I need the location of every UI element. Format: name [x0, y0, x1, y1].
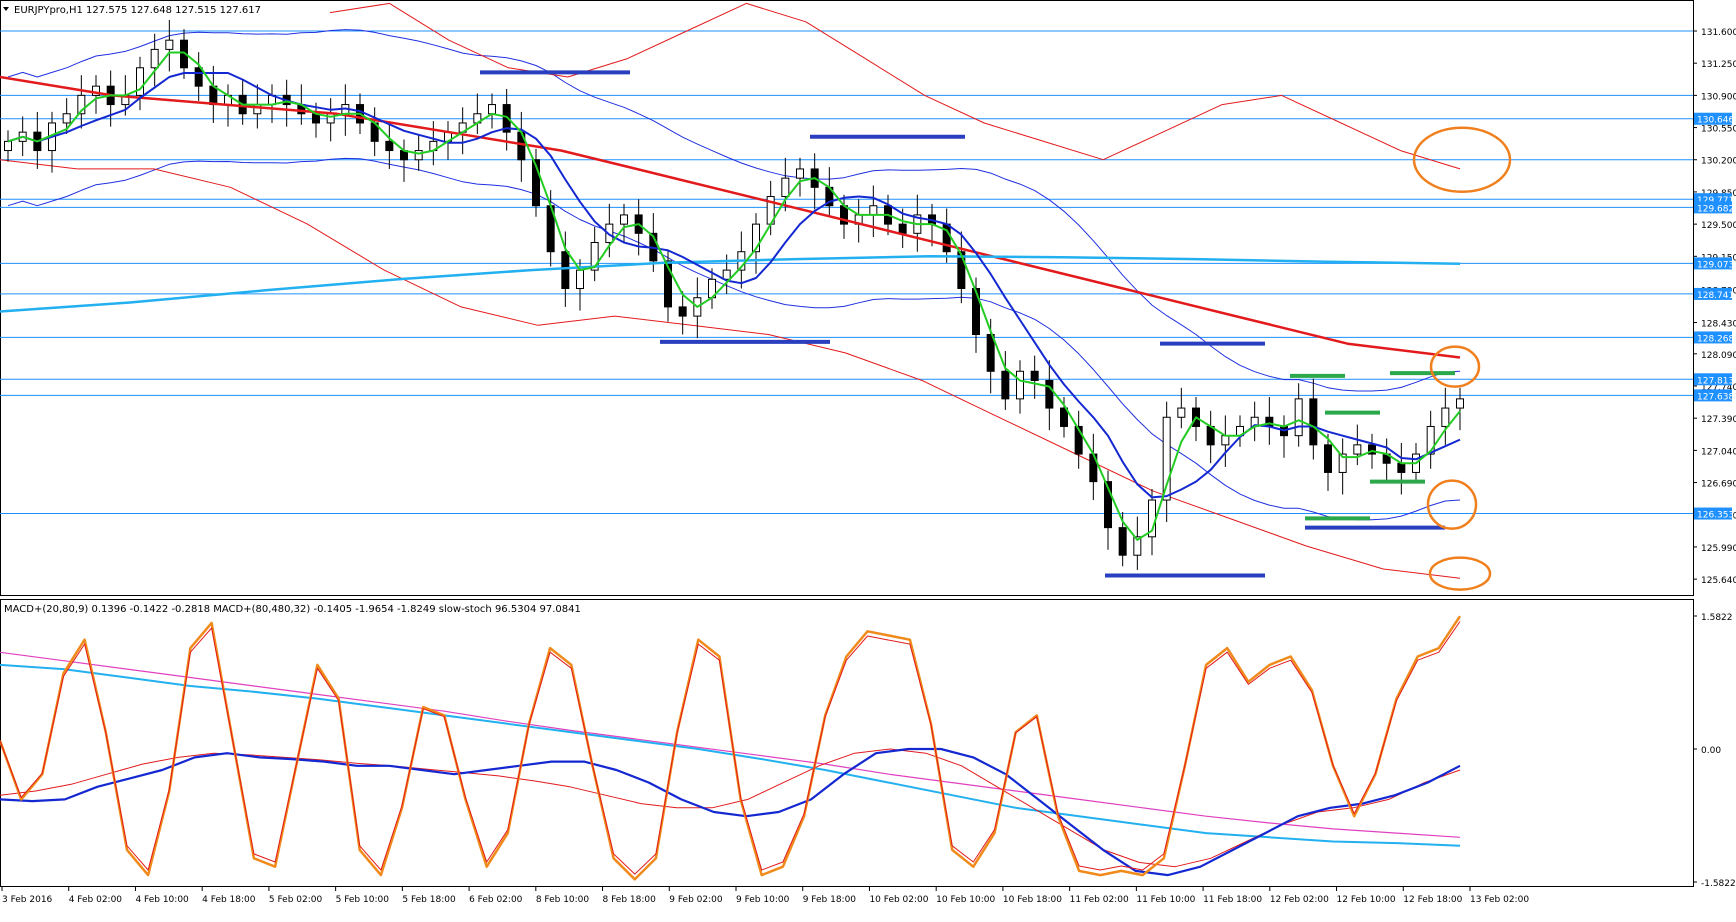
candle-bear	[1310, 399, 1317, 445]
time-tick-label: 5 Feb 18:00	[402, 895, 456, 905]
candle-bull	[415, 151, 422, 160]
indicator-tick-label: 0.00	[1701, 746, 1721, 756]
time-tick-label: 12 Feb 18:00	[1403, 895, 1462, 905]
candle-bull	[870, 206, 877, 215]
price-tick-label: 128.090	[1701, 351, 1736, 361]
candle-bear	[1002, 371, 1009, 399]
level-label: 127.638	[1697, 392, 1734, 402]
candle-bear	[1207, 426, 1214, 444]
time-tick-label: 4 Feb 10:00	[135, 895, 189, 905]
candle-bull	[151, 49, 158, 67]
price-tick-label: 125.640	[1701, 576, 1736, 586]
indicator-tick-label: 1.5822	[1701, 613, 1733, 623]
time-tick-label: 4 Feb 18:00	[202, 895, 256, 905]
candle-bull	[797, 169, 804, 178]
time-tick-label: 10 Feb 18:00	[1003, 895, 1062, 905]
time-tick-label: 12 Feb 10:00	[1337, 895, 1396, 905]
time-tick-label: 10 Feb 10:00	[936, 895, 995, 905]
time-tick-label: 9 Feb 10:00	[736, 895, 790, 905]
candle-bull	[1017, 371, 1024, 399]
price-tick-label: 127.040	[1701, 447, 1736, 457]
time-tick-label: 9 Feb 18:00	[803, 895, 857, 905]
candle-bull	[63, 114, 70, 123]
candle-bull	[5, 141, 12, 150]
candle-bear	[1046, 380, 1053, 408]
time-tick-label: 3 Feb 2016	[2, 895, 53, 905]
candle-bull	[1457, 399, 1464, 408]
candle-bear	[1325, 445, 1332, 473]
candle-bear	[1266, 417, 1273, 426]
candle-bear	[1119, 528, 1126, 556]
price-tick-label: 130.200	[1701, 157, 1736, 167]
candle-bear	[1398, 463, 1405, 472]
price-tick-label: 128.430	[1701, 320, 1736, 330]
candle-bull	[577, 270, 584, 288]
time-tick-label: 5 Feb 10:00	[336, 895, 390, 905]
candle-bear	[386, 141, 393, 150]
time-tick-label: 13 Feb 02:00	[1470, 895, 1529, 905]
price-tick-label: 126.690	[1701, 480, 1736, 490]
level-label: 129.682	[1697, 204, 1734, 214]
indicator-info: MACD+(20,80,9) 0.1396 -0.1422 -0.2818 MA…	[4, 604, 581, 615]
time-tick-label: 11 Feb 02:00	[1070, 895, 1129, 905]
level-label: 129.073	[1697, 260, 1734, 270]
candle-bull	[327, 114, 334, 123]
candle-bear	[899, 224, 906, 233]
time-tick-label: 6 Feb 02:00	[469, 895, 523, 905]
level-label: 127.813	[1697, 376, 1734, 386]
candle-bull	[621, 215, 628, 224]
price-tick-label: 127.390	[1701, 415, 1736, 425]
time-tick-label: 9 Feb 02:00	[669, 895, 723, 905]
time-tick-label: 8 Feb 18:00	[603, 895, 657, 905]
price-tick-label: 131.250	[1701, 60, 1736, 70]
time-tick-label: 5 Feb 02:00	[269, 895, 323, 905]
level-label: 126.353	[1697, 511, 1734, 521]
candle-bull	[1178, 408, 1185, 417]
price-tick-label: 125.990	[1701, 544, 1736, 554]
price-tick-label: 130.550	[1701, 125, 1736, 135]
time-tick-label: 11 Feb 18:00	[1203, 895, 1262, 905]
candle-bull	[1295, 399, 1302, 436]
candle-bull	[782, 178, 789, 196]
time-tick-label: 12 Feb 02:00	[1270, 895, 1329, 905]
price-tick-label: 131.600	[1701, 28, 1736, 38]
candle-bull	[166, 40, 173, 49]
level-label: 128.741	[1697, 291, 1734, 301]
indicator-tick-label: -1.5822	[1701, 879, 1736, 889]
candle-bull	[723, 270, 730, 279]
candle-bear	[679, 307, 686, 316]
level-label: 128.268	[1697, 334, 1734, 344]
symbol-info: EURJPYpro,H1 127.575 127.648 127.515 127…	[14, 5, 261, 16]
candle-bear	[195, 68, 202, 86]
candle-bull	[1442, 408, 1449, 426]
time-tick-label: 8 Feb 10:00	[536, 895, 590, 905]
candle-bear	[1031, 371, 1038, 380]
time-tick-label: 4 Feb 02:00	[69, 895, 123, 905]
time-tick-label: 11 Feb 10:00	[1136, 895, 1195, 905]
time-tick-label: 10 Feb 02:00	[869, 895, 928, 905]
price-tick-label: 130.900	[1701, 92, 1736, 102]
candle-bear	[562, 252, 569, 289]
candle-bull	[489, 105, 496, 114]
price-tick-label: 129.500	[1701, 221, 1736, 231]
level-label: 130.646	[1697, 116, 1734, 126]
candle-bull	[1354, 445, 1361, 454]
candle-bull	[1222, 436, 1229, 445]
